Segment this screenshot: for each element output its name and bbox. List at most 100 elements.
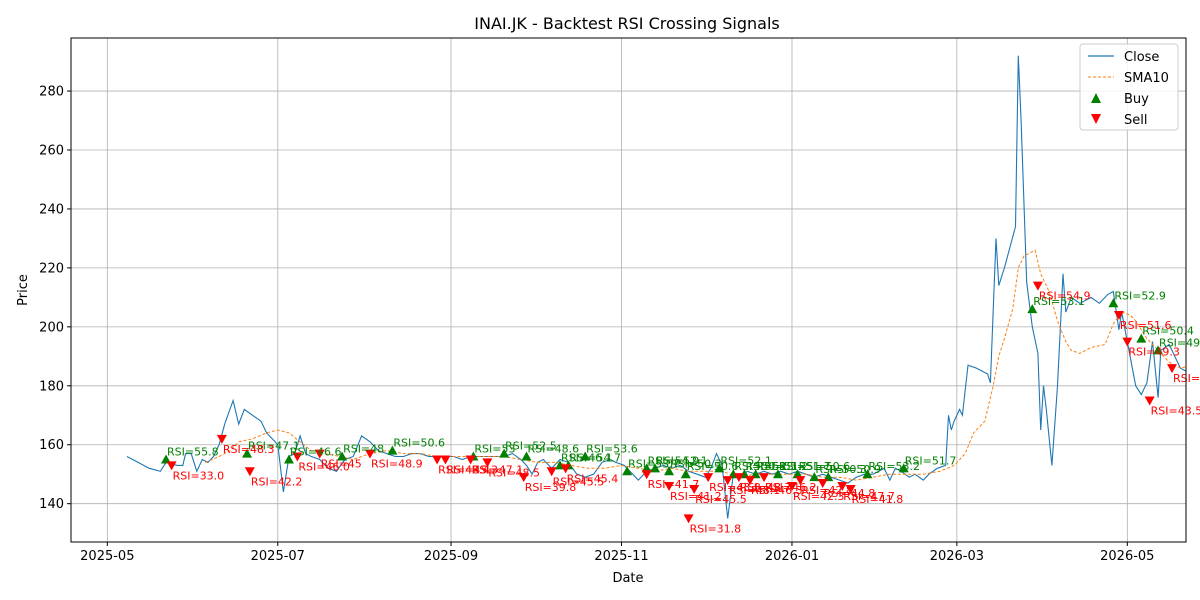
buy-annotation: RSI=50.3	[670, 457, 722, 470]
x-axis-label: Date	[612, 571, 643, 586]
sell-annotation: RSI=31.8	[690, 522, 742, 535]
sell-marker	[1113, 311, 1124, 321]
legend-sell-label: Sell	[1124, 113, 1147, 128]
y-tick-label: 260	[39, 144, 64, 159]
buy-annotation: RSI=50.5	[734, 460, 786, 473]
sell-annotation: RSI=49.3	[1128, 346, 1180, 359]
plot-lines	[126, 55, 1186, 519]
sell-annotation: RSI=48.7	[740, 481, 792, 494]
buy-marker	[750, 469, 761, 479]
buy-marker	[1108, 298, 1119, 308]
sell-annotation: RSI=51.6	[1120, 319, 1172, 332]
sell-annotation: RSI=48.4	[438, 463, 490, 476]
sell-annotation: RSI=42.8	[801, 484, 853, 497]
sell-annotation: RSI=43.5	[1151, 405, 1200, 418]
sell-marker	[1144, 396, 1155, 406]
legend-sma-label: SMA10	[1124, 71, 1169, 86]
sell-annotation: RSI=47.1	[1173, 372, 1200, 385]
buy-annotation: RSI=54.7	[569, 451, 621, 464]
sell-marker	[1167, 364, 1178, 374]
y-tick-label: 200	[39, 320, 64, 335]
sell-marker	[432, 455, 443, 465]
buy-annotation: RSI=49.7	[1159, 336, 1200, 349]
buy-marker	[1027, 304, 1038, 314]
buy-marker	[862, 469, 873, 479]
x-tick-label: 2026-05	[1100, 549, 1154, 564]
sell-marker	[733, 473, 744, 483]
sell-marker	[664, 482, 675, 491]
y-tick-label: 280	[39, 85, 64, 100]
buy-annotation: RSI=53.6	[586, 443, 638, 456]
sell-marker	[314, 449, 325, 459]
buy-annotation: RSI=52.9	[1114, 289, 1166, 302]
legend-box	[1079, 43, 1179, 131]
buy-marker	[714, 463, 725, 473]
buy-marker	[283, 454, 294, 464]
sell-annotation: RSI=46.3	[751, 484, 803, 497]
buy-marker	[387, 445, 398, 455]
buy-annotation: RSI=52.1	[720, 454, 772, 467]
y-tick-label: 220	[39, 261, 64, 276]
buy-marker	[337, 451, 348, 461]
buy-annotation: RSI=52.5	[505, 440, 557, 453]
sell-marker	[518, 473, 529, 483]
sell-marker	[244, 467, 255, 477]
sell-annotation: RSI=48.5	[488, 466, 540, 479]
sell-annotation: RSI=41.8	[852, 493, 904, 506]
buy-marker	[650, 463, 661, 473]
x-tick-label: 2026-01	[765, 549, 819, 564]
sell-annotation: RSI=48.9	[371, 458, 423, 471]
buy-marker	[499, 448, 510, 458]
buy-annotation: RSI=47.1	[248, 440, 300, 453]
buy-annotation: RSI=53.2	[868, 460, 920, 473]
sell-marker	[795, 476, 806, 486]
buy-marker	[1153, 345, 1164, 355]
sell-marker	[292, 452, 303, 462]
legend-buy-label: Buy	[1124, 92, 1149, 107]
sell-annotation: RSI=42.2	[251, 475, 303, 488]
buy-annotation: RSI=50.6	[687, 460, 739, 473]
sell-marker	[546, 467, 557, 477]
sell-marker	[365, 449, 376, 459]
sell-marker	[465, 455, 476, 465]
buy-annotation: RSI=46.6	[290, 445, 342, 458]
sell-annotation: RSI=45.5	[553, 475, 605, 488]
sell-annotation: RSI=41.7	[648, 478, 700, 491]
x-tick-label: 2025-11	[594, 549, 648, 564]
y-tick-label: 180	[39, 379, 64, 394]
buy-marker	[792, 469, 803, 479]
sell-marker	[560, 464, 571, 474]
chart-title: INAI.JK - Backtest RSI Crossing Signals	[474, 14, 780, 33]
sell-annotation: RSI=44.8	[824, 487, 876, 500]
sell-marker	[166, 461, 177, 471]
y-axis-ticks: 140 160 180 200 220 240 260 280	[39, 85, 71, 512]
buy-annotation: RSI=48	[343, 443, 384, 456]
buy-annotation: RSI=52.1	[656, 454, 708, 467]
buy-marker	[809, 472, 820, 482]
grid	[71, 38, 1186, 542]
buy-marker	[622, 466, 633, 476]
buy-marker	[161, 454, 172, 464]
buy-annotation: RSI=51.2	[757, 460, 809, 473]
sell-annotation: RSI=45.3	[446, 463, 498, 476]
sell-annotation: RSI=39.8	[525, 481, 577, 494]
buy-annotation: RSI=55.8	[167, 445, 219, 458]
sell-marker	[703, 473, 714, 483]
buy-marker	[580, 451, 591, 461]
sell-marker	[759, 473, 770, 483]
buy-marker	[773, 469, 784, 479]
buy-marker	[641, 463, 652, 473]
y-axis-label: Price	[16, 274, 31, 306]
buy-annotation: RSI=50.6	[799, 460, 851, 473]
sell-marker	[482, 458, 493, 468]
buy-annotation: RSI=51.5	[745, 460, 797, 473]
close-price-line	[126, 55, 1186, 519]
signal-markers	[161, 281, 1178, 524]
sell-annotation: RSI=48.1	[729, 484, 781, 497]
sell-annotation: RSI=46.2	[765, 481, 817, 494]
x-tick-label: 2025-05	[80, 549, 134, 564]
sell-marker	[722, 476, 733, 486]
legend: Close SMA10 Buy Sell	[1079, 43, 1179, 131]
